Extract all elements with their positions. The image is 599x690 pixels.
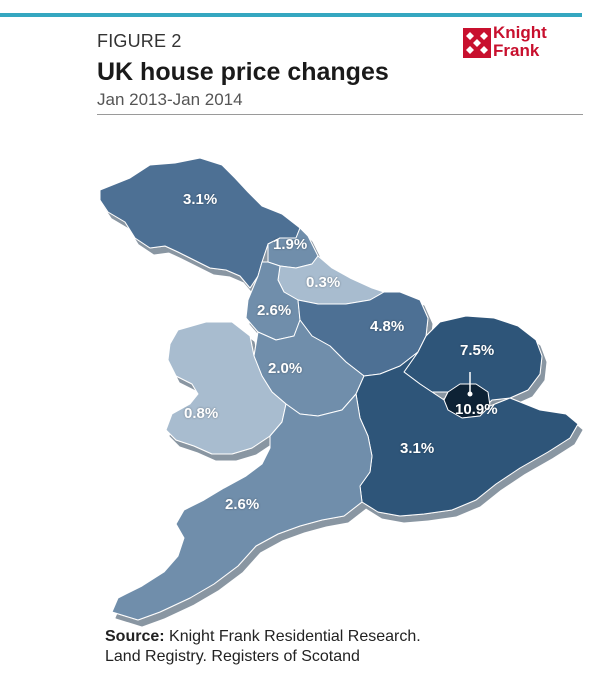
label-scotland: 3.1% (183, 191, 218, 208)
source-note: Source: Knight Frank Residential Researc… (105, 627, 585, 667)
figure-title: UK house price changes (97, 58, 389, 86)
label-yorkshire: 0.3% (306, 274, 341, 291)
label-wales: 0.8% (184, 405, 219, 422)
label-south-west: 2.6% (225, 496, 260, 513)
source-text: Knight Frank Residential Research. (164, 628, 421, 645)
region-south-west (111, 393, 373, 621)
region-east (403, 315, 543, 409)
source-label: Source: (105, 628, 165, 645)
london-callout-dot (467, 391, 473, 397)
label-east: 7.5% (460, 342, 495, 359)
logo-text: Knight Frank (493, 24, 547, 60)
label-east-midlands: 4.8% (370, 318, 405, 335)
figure-subtitle: Jan 2013-Jan 2014 (97, 90, 243, 109)
title-divider (97, 114, 583, 115)
label-south-east: 3.1% (400, 440, 435, 457)
figure-label: FIGURE 2 (97, 31, 182, 51)
label-west-midlands: 2.0% (268, 360, 303, 377)
logo-line1: Knight (493, 23, 547, 42)
label-london: 10.9% (455, 401, 498, 418)
knight-frank-logo: Knight Frank (463, 24, 575, 64)
accent-bar (0, 13, 582, 17)
map-svg (99, 157, 579, 621)
region-wales (165, 321, 287, 455)
label-north-east: 1.9% (273, 236, 308, 253)
logo-line2: Frank (493, 41, 540, 60)
source-line2: Land Registry. Registers of Scotand (105, 648, 360, 665)
diamond-grid-icon (463, 28, 491, 58)
uk-region-map: 3.1% 1.9% 0.3% 2.6% 4.8% 2.0% 0.8% 7.5% … (0, 120, 599, 640)
label-north-west: 2.6% (257, 302, 292, 319)
